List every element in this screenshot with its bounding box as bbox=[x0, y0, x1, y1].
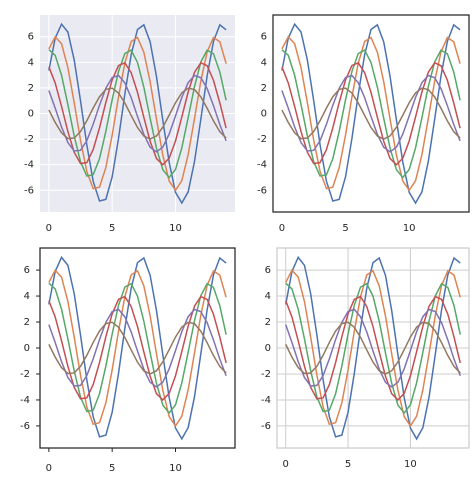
x-tick-label: 5 bbox=[345, 459, 351, 470]
x-tick-label: 0 bbox=[46, 223, 52, 234]
y-tick-label: -4 bbox=[257, 160, 267, 171]
y-tick-label: -6 bbox=[24, 185, 34, 196]
y-tick-label: -2 bbox=[20, 369, 30, 380]
y-tick-label: 6 bbox=[265, 265, 271, 276]
x-tick-label: 5 bbox=[109, 463, 115, 474]
x-tick-label: 10 bbox=[169, 463, 182, 474]
line-series bbox=[48, 268, 227, 428]
plot-background bbox=[273, 15, 469, 212]
y-tick-label: -4 bbox=[24, 160, 34, 171]
line-series bbox=[48, 255, 227, 441]
line-series bbox=[48, 74, 227, 153]
subplot: -6 -4 -2 0 2 4 6 0 5 10 bbox=[257, 14, 470, 234]
y-tick-label: -2 bbox=[257, 134, 267, 145]
y-tick-label: 2 bbox=[28, 83, 34, 94]
y-tick-label: 6 bbox=[28, 32, 34, 43]
y-tick-label: -4 bbox=[261, 395, 271, 406]
x-tick-label: 5 bbox=[109, 223, 115, 234]
line-series bbox=[281, 35, 461, 192]
subplot: -6 -4 -2 0 2 4 6 0 5 10 bbox=[24, 15, 235, 234]
line-series bbox=[284, 255, 461, 441]
y-tick-label: 4 bbox=[265, 291, 271, 302]
y-tick-label: 2 bbox=[261, 83, 267, 94]
line-series bbox=[48, 282, 227, 415]
line-series bbox=[285, 282, 462, 415]
y-tick-label: 4 bbox=[28, 57, 34, 68]
axes-frame bbox=[39, 247, 236, 449]
x-tick-label: 10 bbox=[169, 223, 182, 234]
line-series bbox=[285, 268, 461, 428]
x-tick-label: 10 bbox=[403, 223, 416, 234]
line-series bbox=[285, 308, 461, 388]
line-series bbox=[281, 74, 461, 153]
y-tick-label: 2 bbox=[24, 317, 30, 328]
line-series bbox=[48, 87, 227, 140]
line-series bbox=[48, 295, 227, 402]
line-series bbox=[48, 61, 227, 166]
x-tick-label: 5 bbox=[342, 223, 348, 234]
y-tick-label: 0 bbox=[24, 343, 30, 354]
line-series bbox=[281, 22, 461, 205]
line-series bbox=[281, 61, 461, 166]
y-tick-label: -2 bbox=[261, 369, 271, 380]
axes-frame bbox=[276, 247, 470, 449]
y-tick-label: 4 bbox=[24, 291, 30, 302]
axes-frame bbox=[272, 14, 470, 213]
y-tick-label: 0 bbox=[265, 343, 271, 354]
y-tick-label: -6 bbox=[261, 421, 271, 432]
x-tick-label: 0 bbox=[279, 223, 285, 234]
subplot: -6 -4 -2 0 2 4 6 0 5 10 bbox=[261, 247, 470, 470]
y-tick-label: 0 bbox=[261, 109, 267, 120]
plot-background bbox=[40, 248, 235, 448]
y-tick-label: 0 bbox=[28, 109, 34, 120]
y-tick-label: -4 bbox=[20, 395, 30, 406]
line-series bbox=[281, 49, 461, 179]
line-series bbox=[48, 49, 227, 179]
y-tick-label: 2 bbox=[265, 317, 271, 328]
line-series bbox=[48, 308, 227, 388]
x-tick-label: 0 bbox=[46, 463, 52, 474]
y-tick-label: -2 bbox=[24, 134, 34, 145]
x-tick-label: 0 bbox=[283, 459, 289, 470]
line-series bbox=[281, 87, 461, 140]
y-tick-label: -6 bbox=[257, 185, 267, 196]
y-tick-label: -6 bbox=[20, 421, 30, 432]
y-tick-label: 4 bbox=[261, 57, 267, 68]
y-tick-label: 6 bbox=[24, 265, 30, 276]
line-series bbox=[285, 295, 461, 402]
line-series bbox=[48, 22, 227, 205]
x-tick-label: 10 bbox=[404, 459, 417, 470]
y-tick-label: 6 bbox=[261, 32, 267, 43]
line-series bbox=[48, 321, 227, 375]
line-series bbox=[285, 321, 461, 375]
subplot: -6 -4 -2 0 2 4 6 0 5 10 bbox=[20, 247, 236, 474]
line-series bbox=[48, 35, 227, 192]
